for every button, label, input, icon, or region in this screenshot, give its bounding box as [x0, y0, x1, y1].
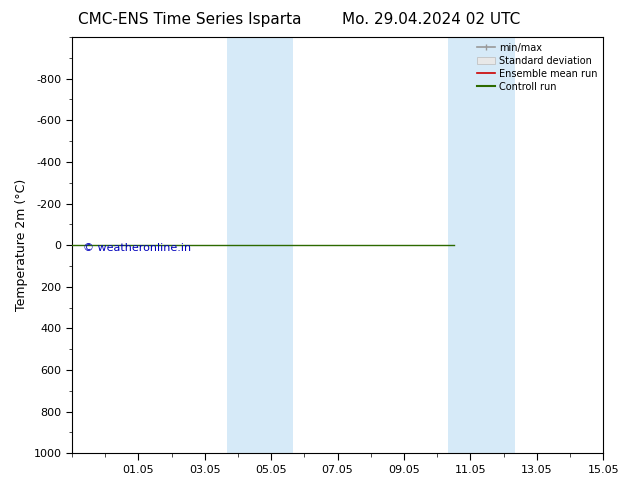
Text: Mo. 29.04.2024 02 UTC: Mo. 29.04.2024 02 UTC: [342, 12, 521, 27]
Text: © weatheronline.in: © weatheronline.in: [82, 243, 191, 253]
Legend: min/max, Standard deviation, Ensemble mean run, Controll run: min/max, Standard deviation, Ensemble me…: [474, 39, 601, 96]
Text: CMC-ENS Time Series Isparta: CMC-ENS Time Series Isparta: [79, 12, 302, 27]
Bar: [448, 37, 515, 453]
Y-axis label: Temperature 2m (°C): Temperature 2m (°C): [15, 179, 28, 311]
Bar: [227, 37, 294, 453]
